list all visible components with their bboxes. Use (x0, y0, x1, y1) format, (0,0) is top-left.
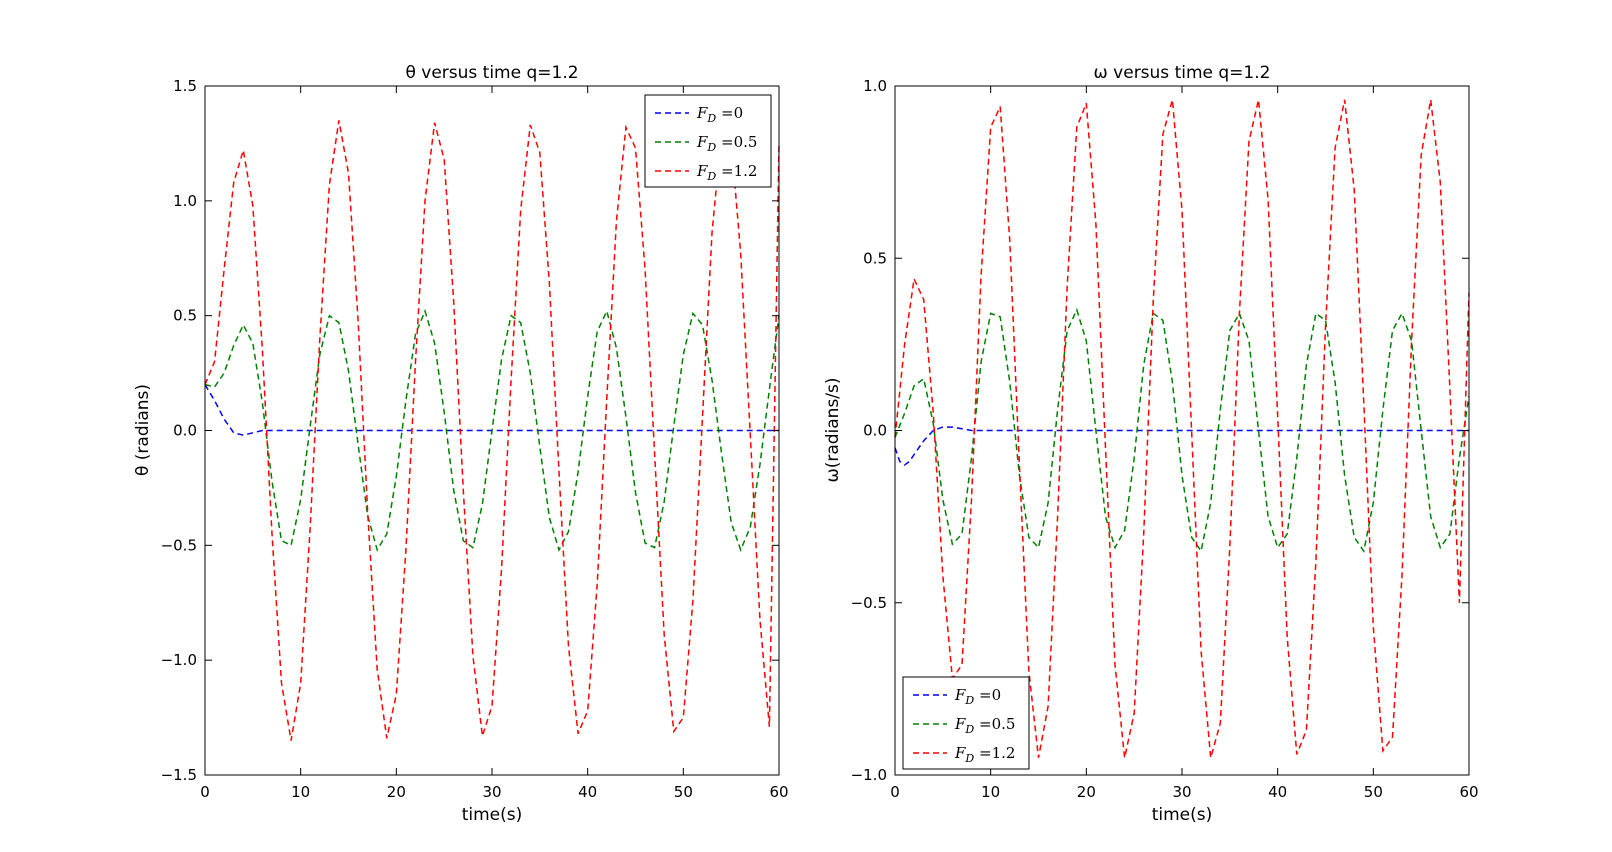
x-tick-label: 10 (291, 783, 310, 801)
legend-label-2: FD =1.2 (954, 744, 1015, 765)
x-tick-label: 50 (1364, 783, 1383, 801)
y-tick-label: −1.5 (161, 766, 197, 784)
x-tick-label: 30 (1172, 783, 1191, 801)
legend-label-1: FD =0.5 (696, 133, 757, 154)
y-tick-label: 0.5 (863, 249, 887, 267)
series-line-0 (204, 384, 779, 436)
x-axis-label: time(s) (462, 805, 523, 825)
y-tick-label: −1.0 (851, 766, 887, 784)
y-ticks: −1.5 −1.0 −0.5 0.0 0.5 1.0 1.5 (161, 77, 779, 784)
y-ticks: −1.0 −0.5 0.0 0.5 1.0 (851, 77, 1469, 784)
y-tick-label: −0.5 (161, 536, 197, 554)
legend: FD =0 FD =0.5 FD =1.2 (902, 676, 1030, 770)
x-tick-label: 0 (890, 783, 900, 801)
y-tick-label: 1.0 (863, 77, 887, 95)
x-tick-label: 60 (1459, 783, 1478, 801)
x-ticks: 0 10 20 30 40 50 60 (200, 86, 789, 801)
x-tick-label: 0 (200, 783, 210, 801)
theta-plot: 0 10 20 30 40 50 60 −1.5 −1.0 −0.5 0.0 0.5 1.0 1.5 θ… (133, 63, 789, 825)
x-tick-label: 40 (578, 783, 597, 801)
y-tick-label: 1.5 (173, 77, 197, 95)
x-tick-label: 60 (769, 783, 788, 801)
legend-label-0: FD =0 (696, 104, 743, 125)
plot-lines (894, 99, 1470, 759)
y-tick-label: 0.0 (173, 422, 197, 440)
y-axis-label: ω(radians/s) (823, 377, 843, 482)
x-tick-label: 20 (1077, 783, 1096, 801)
y-tick-label: −0.5 (851, 594, 887, 612)
y-tick-label: 1.0 (173, 192, 197, 210)
x-ticks: 0 10 20 30 40 50 60 (890, 86, 1479, 801)
y-tick-label: 0.5 (173, 307, 197, 325)
series-line-1 (204, 308, 780, 553)
series-line-0 (894, 426, 1469, 466)
x-axis-label: time(s) (1152, 805, 1213, 825)
y-tick-label: 0.0 (863, 422, 887, 440)
x-tick-label: 40 (1268, 783, 1287, 801)
series-line-1 (894, 307, 1470, 553)
plot-title: θ versus time q=1.2 (405, 63, 578, 83)
omega-plot: 0 10 20 30 40 50 60 −1.0 −0.5 0.0 0.5 1.0 ω versus… (823, 63, 1479, 825)
legend-label-0: FD =0 (954, 686, 1001, 707)
legend: FD =0 FD =0.5 FD =1.2 (644, 94, 772, 188)
legend-label-2: FD =1.2 (696, 162, 757, 183)
plot-title: ω versus time q=1.2 (1094, 63, 1271, 83)
y-axis-label: θ (radians) (133, 384, 153, 476)
x-tick-label: 10 (981, 783, 1000, 801)
legend-label-1: FD =0.5 (954, 715, 1015, 736)
y-tick-label: −1.0 (161, 651, 197, 669)
x-tick-label: 50 (674, 783, 693, 801)
x-tick-label: 30 (482, 783, 501, 801)
plot-lines (204, 120, 780, 741)
x-tick-label: 20 (387, 783, 406, 801)
